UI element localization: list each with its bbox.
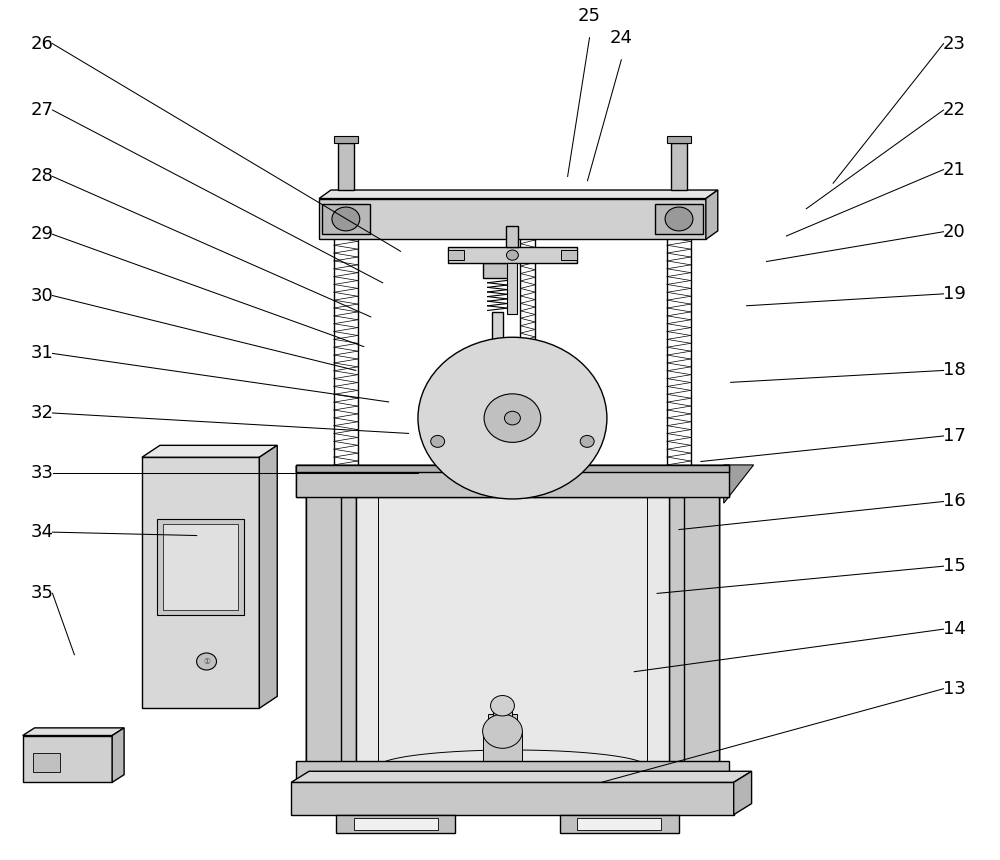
Bar (306, 476, 356, 783)
Bar (448, 248, 577, 263)
Text: 30: 30 (31, 286, 53, 304)
Circle shape (504, 411, 520, 425)
Text: ①: ① (203, 657, 210, 666)
Bar (306, 476, 341, 783)
Bar (684, 476, 719, 783)
Circle shape (197, 653, 216, 670)
Bar (448, 250, 464, 261)
Text: 27: 27 (31, 101, 54, 119)
Text: 16: 16 (943, 493, 965, 511)
Bar (163, 525, 238, 610)
Text: 21: 21 (943, 161, 965, 179)
Bar (483, 263, 512, 278)
Bar (354, 818, 438, 830)
Text: 14: 14 (943, 620, 965, 638)
Bar (23, 735, 112, 783)
Bar (428, 414, 444, 424)
Bar (560, 814, 679, 833)
Bar (306, 767, 719, 783)
Polygon shape (259, 445, 277, 709)
Polygon shape (734, 771, 752, 814)
Text: 31: 31 (31, 344, 53, 362)
Text: 26: 26 (31, 34, 53, 52)
Bar (507, 263, 517, 314)
Circle shape (483, 715, 522, 748)
Bar (296, 465, 729, 472)
Polygon shape (23, 728, 124, 735)
Bar (506, 226, 518, 248)
Bar (356, 476, 669, 783)
Circle shape (665, 207, 693, 230)
Bar (492, 312, 503, 356)
Bar (296, 465, 729, 472)
Bar (488, 715, 517, 735)
Circle shape (484, 394, 541, 442)
Text: 15: 15 (943, 557, 965, 575)
Polygon shape (112, 728, 124, 783)
Bar (322, 204, 370, 234)
Text: 29: 29 (31, 225, 54, 243)
Bar (493, 703, 512, 718)
Text: 35: 35 (31, 585, 54, 602)
Circle shape (580, 435, 594, 447)
Bar (581, 414, 597, 424)
Bar (577, 818, 661, 830)
Circle shape (332, 207, 360, 230)
Bar (291, 783, 734, 814)
Bar (561, 250, 577, 261)
Polygon shape (724, 465, 754, 503)
Bar (296, 761, 729, 783)
Text: 13: 13 (943, 679, 965, 697)
Bar (296, 465, 729, 497)
Bar (488, 356, 507, 410)
Bar (667, 136, 691, 144)
Text: 18: 18 (943, 361, 965, 379)
Text: 24: 24 (610, 29, 633, 47)
Circle shape (418, 337, 607, 499)
Text: 25: 25 (578, 7, 601, 25)
Text: 23: 23 (942, 34, 965, 52)
Bar (33, 753, 60, 772)
Bar (336, 814, 455, 833)
Bar (319, 199, 706, 239)
Polygon shape (319, 190, 718, 199)
Polygon shape (706, 190, 718, 239)
Text: 33: 33 (31, 464, 54, 482)
Text: 28: 28 (31, 168, 53, 186)
Polygon shape (291, 771, 752, 783)
Text: 34: 34 (31, 523, 54, 541)
Text: 22: 22 (942, 101, 965, 119)
Bar (483, 731, 522, 767)
Bar (334, 136, 358, 144)
Text: 20: 20 (943, 223, 965, 241)
Bar (157, 519, 244, 615)
Bar (669, 476, 719, 783)
Circle shape (491, 696, 514, 716)
Polygon shape (142, 445, 277, 458)
Text: 32: 32 (31, 404, 54, 422)
Bar (655, 204, 703, 234)
Text: 17: 17 (943, 427, 965, 445)
Circle shape (506, 250, 518, 261)
Bar (296, 465, 729, 497)
Bar (338, 144, 354, 190)
Text: 19: 19 (943, 285, 965, 303)
Bar (306, 476, 719, 783)
Bar (671, 144, 687, 190)
Bar (428, 411, 597, 427)
Bar (142, 458, 259, 709)
Circle shape (431, 435, 445, 447)
